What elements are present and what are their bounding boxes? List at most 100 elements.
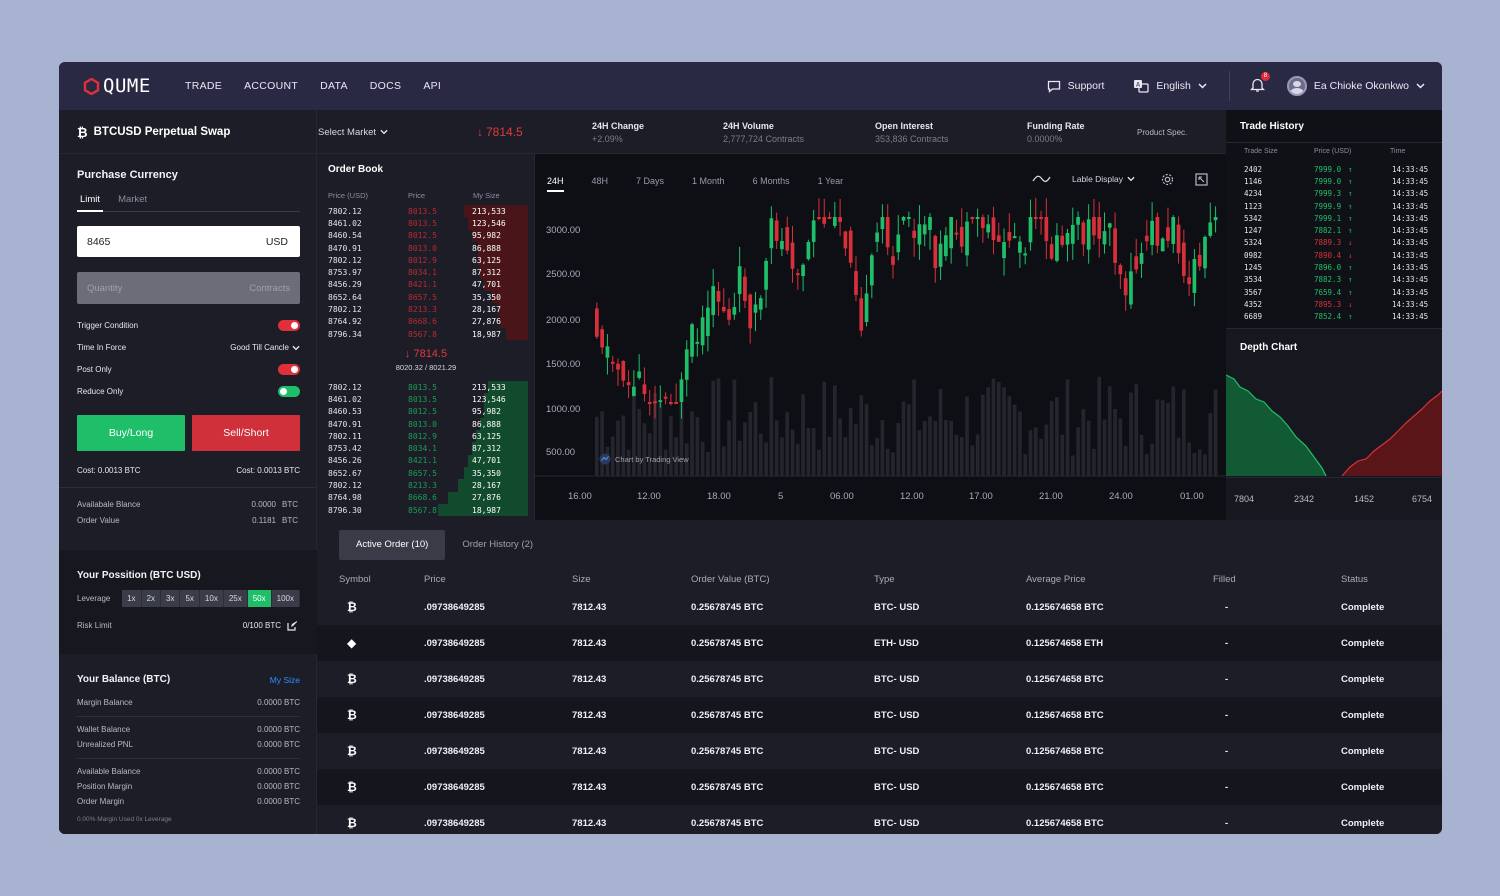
order-book-row[interactable]: 8796.34 8567.8 18,987 [328, 327, 528, 341]
leverage-option[interactable]: 25x [223, 590, 248, 607]
order-book-row[interactable]: 7802.12 8213.3 28,167 [328, 479, 528, 492]
volume-bar [1018, 411, 1022, 476]
order-book-row[interactable]: 8461.02 8013.5 123,546 [328, 393, 528, 406]
tradingview-watermark: Chart by Trading View [599, 453, 689, 465]
order-book-row[interactable]: 7802.12 8013.5 213,533 [328, 381, 528, 394]
order-book-row[interactable]: 8764.92 8668.6 27,876 [328, 315, 528, 328]
candle-down [981, 217, 985, 228]
buy-long-button[interactable]: Buy/Long [77, 415, 185, 451]
order-status: Complete [1341, 817, 1385, 829]
leverage-option[interactable]: 100x [271, 590, 300, 607]
nav-item-account[interactable]: ACCOUNT [244, 80, 299, 92]
table-row[interactable]: ₿ .09738649285 7812.43 0.25678745 BTC BTC- U… [317, 661, 1442, 697]
table-row[interactable]: ₿ .09738649285 7812.43 0.25678745 BTC BTC- U… [317, 805, 1442, 834]
edit-icon[interactable] [287, 620, 298, 631]
leverage-option[interactable]: 2x [141, 590, 162, 607]
leverage-option[interactable]: 10x [199, 590, 224, 607]
time-in-force-select[interactable]: Good Till Cancle [230, 343, 300, 352]
order-book-row[interactable]: 8753.97 8034.1 87,312 [328, 266, 528, 279]
nav-item-docs[interactable]: DOCS [369, 80, 402, 92]
nav-item-api[interactable]: API [423, 80, 442, 92]
tab-24h[interactable]: 24H [547, 176, 564, 192]
tab-1-month[interactable]: 1 Month [692, 176, 725, 186]
ob-price-usd: 8461.02 [328, 218, 362, 228]
order-average-price: 0.125674658 BTC [1026, 601, 1104, 613]
ob-price-usd: 7802.11 [328, 431, 362, 441]
order-book-row[interactable]: 8470.91 8013.0 86,888 [328, 241, 528, 255]
tab-1-year[interactable]: 1 Year [817, 176, 844, 186]
brand-name: QUME [103, 75, 151, 97]
order-book-row[interactable]: 8652.64 8657.5 35,350 [328, 291, 528, 304]
order-book-row[interactable]: 8652.67 8657.5 35,350 [328, 467, 528, 480]
reduce-only-toggle[interactable] [278, 386, 300, 397]
tab-market[interactable]: Market [118, 194, 148, 205]
time-in-force-value: Good Till Cancle [230, 343, 289, 352]
x-tick: 01.00 [1180, 491, 1204, 502]
leverage-option[interactable]: 3x [161, 590, 181, 607]
table-row[interactable]: ₿ .09738649285 7812.43 0.25678745 BTC BTC- U… [317, 697, 1442, 733]
tab-order-history[interactable]: Order History (2) [462, 539, 534, 550]
price-input[interactable]: 8465 USD [77, 226, 300, 257]
depth-chart-plot[interactable] [1226, 371, 1442, 476]
line-chart-icon[interactable] [1032, 174, 1051, 184]
leverage-option-active[interactable]: 50x [247, 590, 272, 607]
tab-48h[interactable]: 48H [591, 176, 609, 186]
nav-item-trade[interactable]: TRADE [185, 80, 223, 92]
support-link[interactable]: Support [1047, 80, 1104, 93]
volume-bar [1076, 427, 1080, 476]
tab-active-orders[interactable]: Active Order (10) [339, 530, 446, 560]
order-book-row[interactable]: 8470.91 8013.0 86,888 [328, 417, 528, 431]
table-row[interactable]: ₿ .09738649285 7812.43 0.25678745 BTC BTC- U… [317, 733, 1442, 769]
select-market-dropdown[interactable]: Select Market [318, 110, 388, 154]
brand-logo[interactable]: QUME [83, 75, 185, 97]
candle-up [975, 217, 980, 219]
quantity-input[interactable]: Quantity Contracts [77, 272, 300, 304]
table-row[interactable]: ◆ .09738649285 7812.43 0.25678745 BTC ETH- U… [317, 625, 1442, 661]
volume-bar [748, 411, 753, 476]
order-book-row[interactable]: 7802.11 8012.9 63,125 [328, 430, 528, 443]
candle-down [933, 235, 938, 269]
notifications-button[interactable]: 8 [1249, 71, 1270, 96]
stat-label: Funding Rate [1027, 120, 1085, 131]
order-book-row[interactable]: 8456.29 8421.1 47,701 [328, 278, 528, 292]
trigger-toggle[interactable] [278, 320, 300, 331]
tab-7-days[interactable]: 7 Days [636, 176, 665, 186]
fullscreen-icon[interactable] [1195, 173, 1208, 186]
volume-bar [711, 380, 716, 476]
tab-6-months[interactable]: 6 Months [752, 176, 790, 186]
order-book-row[interactable]: 7802.12 8012.9 63,125 [328, 254, 528, 267]
candlestick-plot[interactable]: 3000.00 2500.00 2000.00 1500.00 1000.00 500.0… [535, 154, 1227, 520]
candle-down [1176, 224, 1181, 254]
leverage-option[interactable]: 5x [180, 590, 200, 607]
order-book-row[interactable]: 8753.42 8034.1 87,312 [328, 442, 528, 455]
sell-short-button[interactable]: Sell/Short [192, 415, 300, 451]
gear-icon[interactable] [1161, 173, 1174, 186]
order-book-row[interactable]: 8764.98 8668.6 27,876 [328, 491, 528, 504]
my-size-link[interactable]: My Size [269, 674, 300, 685]
tab-limit[interactable]: Limit [76, 194, 104, 212]
ob-price-usd: 7802.12 [328, 206, 362, 216]
candle-up [732, 307, 737, 315]
table-row[interactable]: ₿ .09738649285 7812.43 0.25678745 BTC BTC- U… [317, 589, 1442, 625]
user-menu[interactable]: Ea Chioke Okonkwo [1286, 76, 1425, 96]
candle-up [1171, 217, 1176, 245]
label-display-dropdown[interactable]: Lable Display [1072, 174, 1135, 184]
trade-time: 14:33:45 [1392, 226, 1429, 236]
post-only-toggle[interactable] [278, 364, 300, 375]
volume-bar [1118, 418, 1123, 476]
table-row[interactable]: ₿ .09738649285 7812.43 0.25678745 BTC BTC- U… [317, 769, 1442, 805]
leverage-option[interactable]: 1x [122, 590, 142, 607]
order-book-row[interactable]: 8796.30 8567.8 18,987 [328, 503, 528, 517]
order-book-row[interactable]: 8460.54 8012.5 95,982 [328, 229, 528, 242]
volume-bar [790, 429, 795, 476]
product-spec-link[interactable]: Product Spec. [1137, 110, 1187, 154]
order-book-row[interactable]: 8460.53 8012.5 95,982 [328, 405, 528, 418]
purchase-section: Purchase Currency Limit Market 8465 USD … [76, 169, 300, 304]
volume-bar [1049, 401, 1054, 476]
language-select[interactable]: A English [1133, 79, 1207, 93]
order-book-row[interactable]: 8461.02 8013.5 123,546 [328, 217, 528, 230]
order-book-row[interactable]: 7802.12 8013.5 213,533 [328, 205, 528, 218]
nav-item-data[interactable]: DATA [320, 80, 348, 92]
order-book-row[interactable]: 7802.12 8213.3 28,167 [328, 303, 528, 316]
order-book-row[interactable]: 8456.26 8421.1 47,701 [328, 454, 528, 468]
